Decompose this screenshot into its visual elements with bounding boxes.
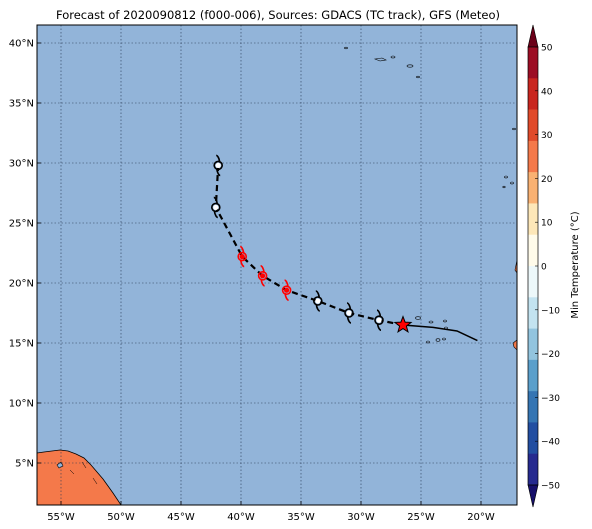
lat-tick-label: 35°N (9, 99, 34, 110)
island (435, 338, 441, 342)
lon-tick-label: 45°W (167, 512, 195, 523)
colorbar (527, 24, 539, 508)
colorbar-extend-max (527, 24, 539, 48)
colorbar-segment (528, 453, 538, 486)
longitude-ticks: 55°W 50°W 45°W 40°W 35°W 30°W 25°W 20°W (47, 501, 495, 523)
cyclone-symbol (237, 245, 247, 268)
colorbar-segment (528, 78, 538, 110)
cyclone-symbol (374, 309, 384, 332)
colorbar-tick-label: 50 (541, 44, 553, 54)
lat-tick-label: 15°N (9, 339, 34, 350)
colorbar-label: Min Temperature (°C) (570, 211, 581, 318)
lon-tick-label: 55°W (47, 512, 75, 523)
colorbar-tick-label: 30 (541, 131, 553, 141)
colorbar-tick-label: −30 (541, 394, 560, 404)
cyclone-symbol (312, 290, 323, 312)
colorbar-segment (528, 297, 538, 329)
island (510, 181, 514, 185)
colorbar-tick-label: −50 (541, 482, 560, 492)
island (428, 320, 434, 324)
colorbar-segment (528, 47, 538, 79)
cyclone-symbol (344, 302, 354, 324)
island (504, 175, 508, 179)
island (406, 64, 414, 68)
colorbar-tick-label: 10 (541, 219, 553, 229)
lat-tick-label: 20°N (9, 279, 34, 290)
latitude-ticks: 40°N 35°N 30°N 25°N 20°N 15°N 10°N 5°N (9, 39, 41, 470)
island (512, 127, 516, 131)
colorbar-segment (528, 140, 538, 173)
island (390, 55, 396, 59)
island (443, 319, 447, 323)
lon-tick-label: 30°W (347, 512, 375, 523)
colorbar-tick-label: 0 (541, 263, 547, 273)
islands (344, 46, 516, 344)
ocean-area (37, 25, 517, 505)
lon-tick-label: 40°W (227, 512, 255, 523)
current-position-star-shape (393, 315, 413, 334)
cyclone-symbol (257, 264, 268, 287)
colorbar-tick-label: −40 (541, 438, 560, 448)
colorbar-segment (528, 203, 538, 236)
island (416, 75, 420, 79)
island (373, 57, 387, 62)
colorbar-tick-label: −20 (541, 350, 560, 360)
colorbar-tick-label: 40 (541, 87, 553, 97)
lon-tick-label: 35°W (287, 512, 315, 523)
colorbar-segment (528, 172, 538, 204)
past-track-line (402, 324, 478, 342)
cyclone-symbol (213, 154, 223, 177)
colorbar-segment (528, 109, 538, 142)
lat-tick-label: 5°N (15, 459, 34, 470)
lat-tick-label: 25°N (9, 219, 34, 230)
current-position-star (393, 315, 413, 334)
cyclone-symbols (211, 154, 384, 332)
lat-tick-label: 30°N (9, 159, 34, 170)
colorbar-tick-label: −10 (541, 306, 560, 316)
land-africa (512, 339, 517, 351)
lon-tick-label: 50°W (107, 512, 135, 523)
cyclone-symbol (211, 196, 221, 219)
island (502, 185, 506, 189)
colorbar-ticks: 50 40 30 20 10 0 −10 −20 −30 −40 −50 (535, 44, 560, 492)
lon-tick-label: 20°W (467, 512, 495, 523)
colorbar-segment (528, 422, 538, 455)
colorbar-segment (528, 234, 538, 267)
island (442, 337, 446, 341)
colorbar-segment (528, 266, 538, 298)
island (426, 340, 430, 344)
map-title: Forecast of 2020090812 (f000-006), Sourc… (56, 8, 500, 22)
colorbar-tick-label: 20 (541, 175, 553, 185)
past-track (402, 324, 478, 342)
colorbar-segment (528, 359, 538, 392)
lat-tick-label: 40°N (9, 39, 34, 50)
map-frame (36, 24, 518, 506)
land-south-america (37, 449, 122, 505)
colorbar-segment (528, 391, 538, 423)
colorbar-segment (528, 328, 538, 361)
cyclone-symbol (281, 279, 292, 302)
island (415, 316, 421, 320)
map-graticule (37, 25, 517, 505)
land-coast-detail (56, 461, 64, 469)
island (344, 46, 348, 50)
lat-tick-label: 10°N (9, 399, 34, 410)
lon-tick-label: 25°W (407, 512, 435, 523)
colorbar-extend-min (527, 484, 539, 508)
